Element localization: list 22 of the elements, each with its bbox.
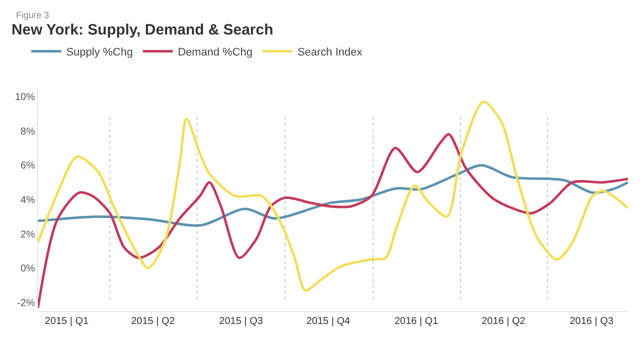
x-tick-label: 2016 | Q1 (394, 316, 439, 327)
line-series (38, 164, 628, 227)
y-tick-label: 2% (20, 229, 36, 240)
x-tick-label: 2015 | Q3 (219, 316, 264, 327)
legend-label: Demand %Chg (178, 46, 252, 58)
chart-subtitle: Figure 3 (16, 10, 50, 20)
line-series (38, 100, 628, 292)
y-tick-label: 4% (20, 195, 36, 206)
line-series (38, 133, 628, 309)
chart-title: New York: Supply, Demand & Search (12, 21, 274, 38)
x-tick-label: 2016 | Q2 (482, 316, 526, 327)
y-tick-label: 0% (20, 264, 36, 275)
x-tick-label: 2015 | Q2 (131, 316, 176, 327)
x-tick-label: 2015 | Q4 (306, 316, 351, 327)
x-tick-label: 2015 | Q1 (44, 316, 90, 327)
legend-label: Search Index (297, 46, 363, 58)
y-tick-label: -2% (17, 298, 36, 309)
legend-label: Supply %Chg (66, 46, 133, 58)
y-tick-label: 8% (20, 126, 36, 138)
y-tick-label: 10% (14, 92, 36, 104)
y-tick-label: 6% (20, 160, 36, 172)
x-tick-label: 2016 | Q3 (570, 316, 614, 327)
